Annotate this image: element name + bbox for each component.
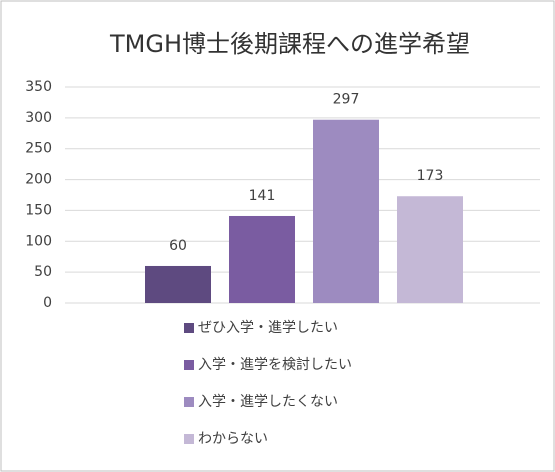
bar [145,265,211,303]
chart-title: TMGH博士後期課程への進学希望 [109,30,470,58]
y-tick-label: 350 [25,79,52,95]
legend-swatch [184,434,194,444]
legend-label: わからない [198,431,268,447]
y-tick-label: 250 [25,141,52,157]
bar [397,196,463,303]
y-tick-label: 300 [25,110,52,126]
data-label: 297 [333,92,360,108]
legend-swatch [184,360,194,370]
bar [229,215,295,303]
legend-swatch [184,323,194,333]
y-tick-label: 200 [25,172,52,188]
y-tick-label: 0 [43,295,52,311]
y-tick-label: 100 [25,233,52,249]
bar [313,119,379,303]
data-label: 60 [169,238,187,254]
data-label: 173 [417,168,444,184]
legend-label: 入学・進学したくない [198,394,338,410]
legend-label: 入学・進学を検討したい [198,357,352,373]
y-tick-label: 50 [34,264,52,280]
data-label: 141 [249,188,276,204]
legend-swatch [184,397,194,407]
legend-label: ぜひ入学・進学したい [198,320,338,336]
y-tick-label: 150 [25,202,52,218]
